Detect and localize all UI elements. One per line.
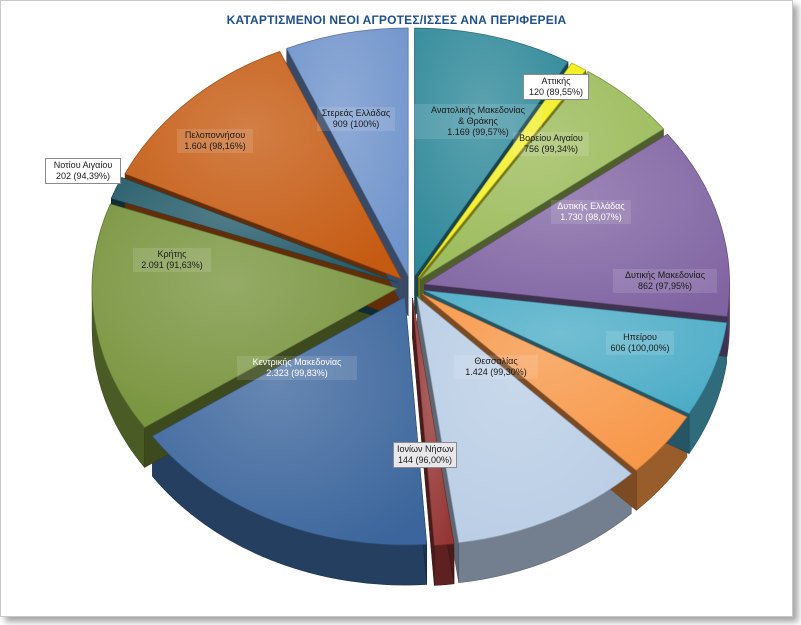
slice-shine-δυτικής-ελλάδας [424,134,730,317]
slice-label-name: Νοτίου Αιγαίου [53,160,113,170]
slice-label-name: & Θράκης [458,116,498,126]
slice-label-νοτίου-αιγαίου: Νοτίου Αιγαίου 202 (94,39%) [45,158,121,184]
slice-label-θεσσαλίας: Θεσσαλίας 1.424 (99,30%) [454,355,538,379]
slice-shine-στερεάς-ελλάδας [286,28,409,277]
slice-label-value: 909 (100%) [332,119,380,129]
slice-label-value: 1.424 (99,30%) [465,367,527,377]
slice-shine-ιονίων-νήσων [412,298,454,546]
slice-shine-πελοποννήσου [125,51,402,279]
slice-shine-αττικής [418,63,586,278]
slice-label-δυτικής-μακεδονίας: Δυτικής Μακεδονίας 862 (97,95%) [613,269,717,293]
slice-shine-ηπείρου [422,293,687,471]
slice-label-στερεάς-ελλάδας: Στερεάς Ελλάδας 909 (100%) [317,107,395,131]
pie-chart [91,27,730,586]
slice-label-value: 862 (97,95%) [637,281,693,291]
slice-label-name: Ιονίων Νήσων [397,444,454,454]
slice-label-ηπείρου: Ηπείρου 606 (100,00%) [606,331,674,355]
slice-shine-βορείου-αιγαίου [420,71,664,279]
slice-label-κρήτης: Κρήτης 2.091 (91,63%) [133,248,211,272]
slice-label-value: 1.604 (98,16%) [184,141,246,151]
slice-label-value: 120 (89,55%) [528,87,584,97]
slice-label-δυτικής-ελλάδας: Δυτικής Ελλάδας 1.730 (98,07%) [551,200,631,224]
slice-label-value: 2.091 (91,63%) [141,260,203,270]
slice-label-name: Δυτικής Μακεδονίας [624,270,706,280]
slice-shine-δυτικής-μακεδονίας [424,290,727,414]
slice-label-name: Βορείου Αιγαίου [519,133,583,143]
slice-label-name: Θεσσαλίας [474,356,518,366]
slice-label-value: 144 (96,00%) [397,455,453,465]
slice-label-name: Κεντρικής Μακεδονίας [252,357,342,367]
slice-label-name: Ανατολικής Μακεδονίας [431,105,525,115]
slice-label-name: Αττικής [541,76,571,86]
slice-label-πελοποννήσου: Πελοποννήσου 1.604 (98,16%) [177,129,253,153]
slice-shine-κρήτης [92,204,398,428]
slice-label-value: 1.169 (99,57%) [447,127,509,137]
chart-title: ΚΑΤΑΡΤΙΣΜΕΝΟΙ ΝΕΟΙ ΑΓΡΟΤΕΣ/ΙΣΣΕΣ ΑΝΑ ΠΕΡ… [226,13,567,27]
slice-label-value: 2.323 (99,83%) [266,368,328,378]
slice-label-ανατολικής-μακεδονίας-θράκης: Ανατολικής Μακεδονίας & Θράκης 1.169 (99,5… [414,104,542,139]
slice-label-name: Πελοποννήσου [184,130,246,140]
slice-label-value: 1.730 (98,07%) [560,212,622,222]
slice-label-value: 756 (99,34%) [523,144,579,154]
slice-label-value: 202 (94,39%) [55,171,111,181]
slice-shine-θεσσαλίας [417,297,632,543]
slice-label-name: Κρήτης [157,249,187,259]
slice-label-αττικής: Αττικής 120 (89,55%) [523,74,589,100]
slice-label-name: Στερεάς Ελλάδας [321,108,391,118]
slice-label-name: Ηπείρου [623,332,657,342]
slice-label-βορείου-αιγαίου: Βορείου Αιγαίου 756 (99,34%) [513,132,589,156]
chart-frame: ΚΑΤΑΡΤΙΣΜΕΝΟΙ ΝΕΟΙ ΑΓΡΟΤΕΣ/ΙΣΣΕΣ ΑΝΑ ΠΕΡ… [0,0,793,617]
slice-label-κεντρικής-μακεδονίας: Κεντρικής Μακεδονίας 2.323 (99,83%) [237,356,357,380]
slice-shine-κεντρικής-μακεδονίας [152,297,427,546]
slice-label-ιονίων-νήσων: Ιονίων Νήσων 144 (96,00%) [393,442,457,468]
slice-label-name: Δυτικής Ελλάδας [557,201,625,211]
slice-shine-νοτίου-αιγαίου [111,177,399,283]
slice-label-value: 606 (100,00%) [610,343,670,353]
